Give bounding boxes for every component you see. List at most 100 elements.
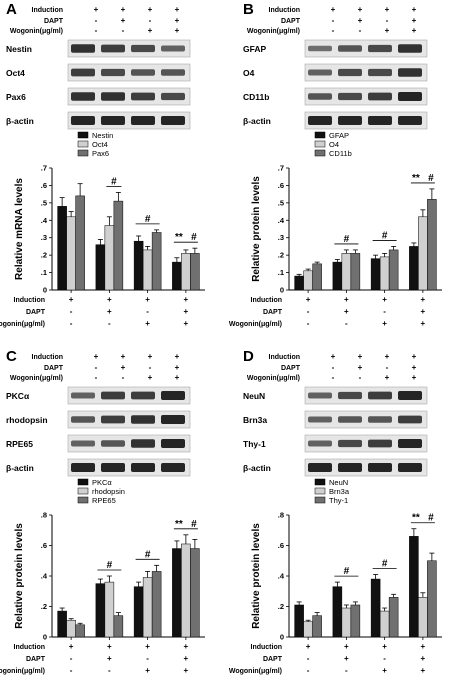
condition-mark: + [184, 319, 189, 328]
blot-band [308, 416, 332, 423]
blot-label: β-actin [243, 116, 271, 126]
y-tick-label: .6 [41, 181, 47, 190]
blot-background [304, 111, 428, 130]
bar [379, 256, 390, 291]
condition-mark: + [382, 642, 387, 651]
y-tick-label: .5 [41, 198, 47, 207]
y-tick-label: .7 [278, 164, 284, 173]
blot-background [67, 386, 191, 405]
panel-letter: D [243, 348, 254, 365]
y-tick-label: .6 [278, 181, 284, 190]
bar [75, 624, 85, 638]
blot-label: β-actin [6, 116, 34, 126]
condition-mark: + [107, 307, 112, 316]
y-tick-label: .4 [41, 216, 48, 225]
blot-background [304, 434, 428, 453]
bar [332, 586, 343, 638]
condition-mark: - [149, 16, 152, 25]
bar [104, 225, 115, 291]
blot-band [101, 391, 125, 400]
bar [294, 604, 304, 638]
condition-mark: - [108, 319, 111, 328]
blot-band [398, 439, 422, 448]
blot-band [308, 392, 332, 399]
condition-mark: - [70, 319, 73, 328]
blot-background [304, 87, 428, 106]
condition-mark: - [332, 26, 335, 35]
condition-mark: - [307, 666, 310, 675]
blot-band [368, 439, 392, 448]
blot-band [131, 69, 155, 76]
blot-band [398, 463, 422, 472]
panel-c: C Induction + + + + DAPT - + - + Wogonin(μg/ml) - - + +… [0, 347, 237, 693]
y-tick-label: .4 [41, 572, 48, 581]
condition-mark: + [412, 5, 417, 14]
bar [142, 577, 153, 638]
bar [113, 200, 124, 291]
condition-mark: + [175, 373, 180, 382]
blot-label: GFAP [243, 44, 266, 54]
blot-band [131, 415, 155, 424]
condition-mark: + [382, 295, 387, 304]
blot-background [304, 458, 428, 477]
significance-marker: # [344, 566, 350, 577]
blot-band [398, 44, 422, 53]
condition-mark: - [95, 16, 98, 25]
condition-mark: + [175, 363, 180, 372]
condition-mark: + [358, 352, 363, 361]
condition-mark: + [121, 16, 126, 25]
condition-label: DAPT [281, 365, 301, 372]
condition-mark: + [175, 26, 180, 35]
legend-swatch [77, 140, 89, 148]
blot-label: RPE65 [6, 439, 33, 449]
bar [181, 253, 191, 291]
condition-mark: + [148, 26, 153, 35]
blot-band [398, 68, 422, 77]
blot-band [338, 463, 362, 472]
condition-mark: + [107, 642, 112, 651]
bar [104, 581, 115, 638]
blot-band [101, 92, 125, 101]
bar [303, 270, 313, 291]
legend-swatch [314, 140, 326, 148]
blot-label: NeuN [243, 391, 265, 401]
y-axis-label: Relative mRNA levels [14, 178, 25, 280]
condition-label: Wogonin(μg/ml) [247, 28, 300, 35]
blot-band [398, 391, 422, 400]
blot-band [71, 116, 95, 125]
condition-mark: - [70, 307, 73, 316]
blot-label: CD11b [243, 92, 269, 102]
condition-mark: + [331, 5, 336, 14]
legend-swatch [314, 487, 326, 495]
condition-mark: + [121, 5, 126, 14]
y-tick-label: .3 [278, 233, 284, 242]
blot-band [338, 45, 362, 52]
condition-mark: - [345, 666, 348, 675]
legend-entry: CD11b [329, 149, 352, 158]
blot-band [368, 416, 392, 423]
significance-marker: # [344, 234, 350, 245]
condition-mark: - [383, 654, 386, 663]
blot-band [71, 392, 95, 399]
bar [172, 261, 182, 291]
bar [151, 571, 162, 638]
bar [350, 253, 361, 291]
bar [190, 548, 200, 638]
bar [95, 583, 106, 638]
blot-band [131, 92, 155, 101]
condition-mark: + [358, 363, 363, 372]
condition-mark: + [145, 319, 150, 328]
condition-mark: + [148, 5, 153, 14]
legend-entry: rhodopsin [92, 487, 125, 496]
condition-mark: + [69, 295, 74, 304]
condition-mark: + [94, 5, 99, 14]
condition-mark: - [307, 307, 310, 316]
condition-mark: - [70, 654, 73, 663]
blot-band [71, 463, 95, 472]
condition-mark: - [307, 654, 310, 663]
blot-band [398, 92, 422, 101]
condition-label: Wogonin(μg/ml) [0, 321, 45, 328]
legend-entry: Oct4 [92, 140, 108, 149]
condition-mark: + [331, 352, 336, 361]
significance-marker: ** [175, 232, 183, 243]
